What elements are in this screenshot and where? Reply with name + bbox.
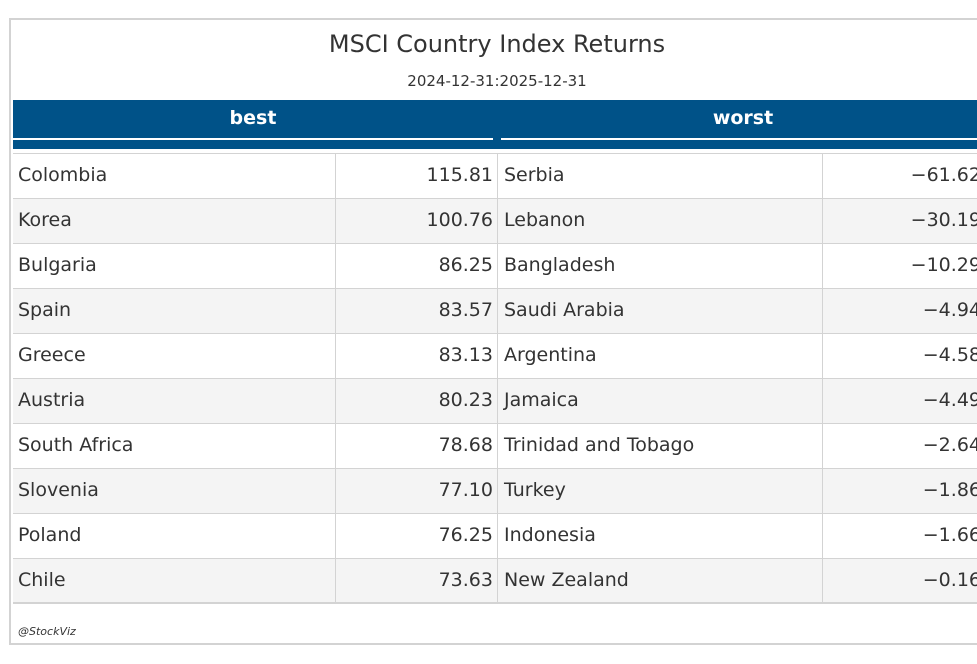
column-header-worst-underline: [501, 138, 977, 140]
best-value-cell: 115.81: [335, 154, 497, 198]
worst-country-cell: Bangladesh: [497, 244, 822, 288]
best-country-cell: South Africa: [18, 434, 134, 456]
best-country-cell: Chile: [18, 569, 66, 591]
best-value-cell: 73.63: [335, 559, 497, 603]
table-subtitle: 2024-12-31:2025-12-31: [407, 72, 587, 90]
best-value-cell: 86.25: [335, 244, 497, 288]
best-value-cell: 80.23: [335, 379, 497, 423]
table-row: Poland 76.25 Indonesia −1.66: [13, 513, 977, 558]
table-row: Bulgaria 86.25 Bangladesh −10.29: [13, 243, 977, 288]
table-row: Chile 73.63 New Zealand −0.16: [13, 558, 977, 604]
worst-value-cell: −0.16: [822, 559, 977, 603]
best-value-cell: 83.57: [335, 289, 497, 333]
best-value-cell: 100.76: [335, 199, 497, 243]
best-country-cell: Bulgaria: [18, 254, 97, 276]
worst-country-cell: Turkey: [497, 469, 822, 513]
worst-value-cell: −4.49: [822, 379, 977, 423]
worst-country-cell: New Zealand: [497, 559, 822, 603]
table-row: Austria 80.23 Jamaica −4.49: [13, 378, 977, 423]
worst-country-cell: Lebanon: [497, 199, 822, 243]
worst-country-cell: Trinidad and Tobago: [497, 424, 822, 468]
column-header-band: best worst: [13, 100, 977, 149]
best-country-cell: Colombia: [18, 164, 108, 186]
best-value-cell: 83.13: [335, 334, 497, 378]
worst-value-cell: −2.64: [822, 424, 977, 468]
table-row: South Africa 78.68 Trinidad and Tobago −…: [13, 423, 977, 468]
table-row: Colombia 115.81 Serbia −61.62: [13, 153, 977, 198]
table-body: Colombia 115.81 Serbia −61.62 Korea 100.…: [13, 153, 977, 604]
best-country-cell: Austria: [18, 389, 86, 411]
best-value-cell: 78.68: [335, 424, 497, 468]
table-frame: MSCI Country Index Returns 2024-12-31:20…: [9, 18, 977, 645]
worst-country-cell: Saudi Arabia: [497, 289, 822, 333]
worst-value-cell: −1.86: [822, 469, 977, 513]
column-header-best: best: [229, 107, 277, 129]
table-row: Spain 83.57 Saudi Arabia −4.94: [13, 288, 977, 333]
table-row: Slovenia 77.10 Turkey −1.86: [13, 468, 977, 513]
column-header-best-underline: [13, 138, 493, 140]
worst-country-cell: Indonesia: [497, 514, 822, 558]
worst-value-cell: −1.66: [822, 514, 977, 558]
best-country-cell: Greece: [18, 344, 86, 366]
best-country-cell: Korea: [18, 209, 72, 231]
best-country-cell: Poland: [18, 524, 82, 546]
table-row: Korea 100.76 Lebanon −30.19: [13, 198, 977, 243]
worst-value-cell: −30.19: [822, 199, 977, 243]
worst-value-cell: −61.62: [822, 154, 977, 198]
source-credit: @StockViz: [18, 625, 76, 638]
best-country-cell: Spain: [18, 299, 72, 321]
worst-country-cell: Argentina: [497, 334, 822, 378]
worst-country-cell: Jamaica: [497, 379, 822, 423]
table-title: MSCI Country Index Returns: [328, 30, 666, 58]
best-country-cell: Slovenia: [18, 479, 99, 501]
worst-value-cell: −10.29: [822, 244, 977, 288]
worst-country-cell: Serbia: [497, 154, 822, 198]
table-row: Greece 83.13 Argentina −4.58: [13, 333, 977, 378]
best-value-cell: 76.25: [335, 514, 497, 558]
best-value-cell: 77.10: [335, 469, 497, 513]
worst-value-cell: −4.94: [822, 289, 977, 333]
worst-value-cell: −4.58: [822, 334, 977, 378]
column-header-worst: worst: [712, 107, 774, 129]
